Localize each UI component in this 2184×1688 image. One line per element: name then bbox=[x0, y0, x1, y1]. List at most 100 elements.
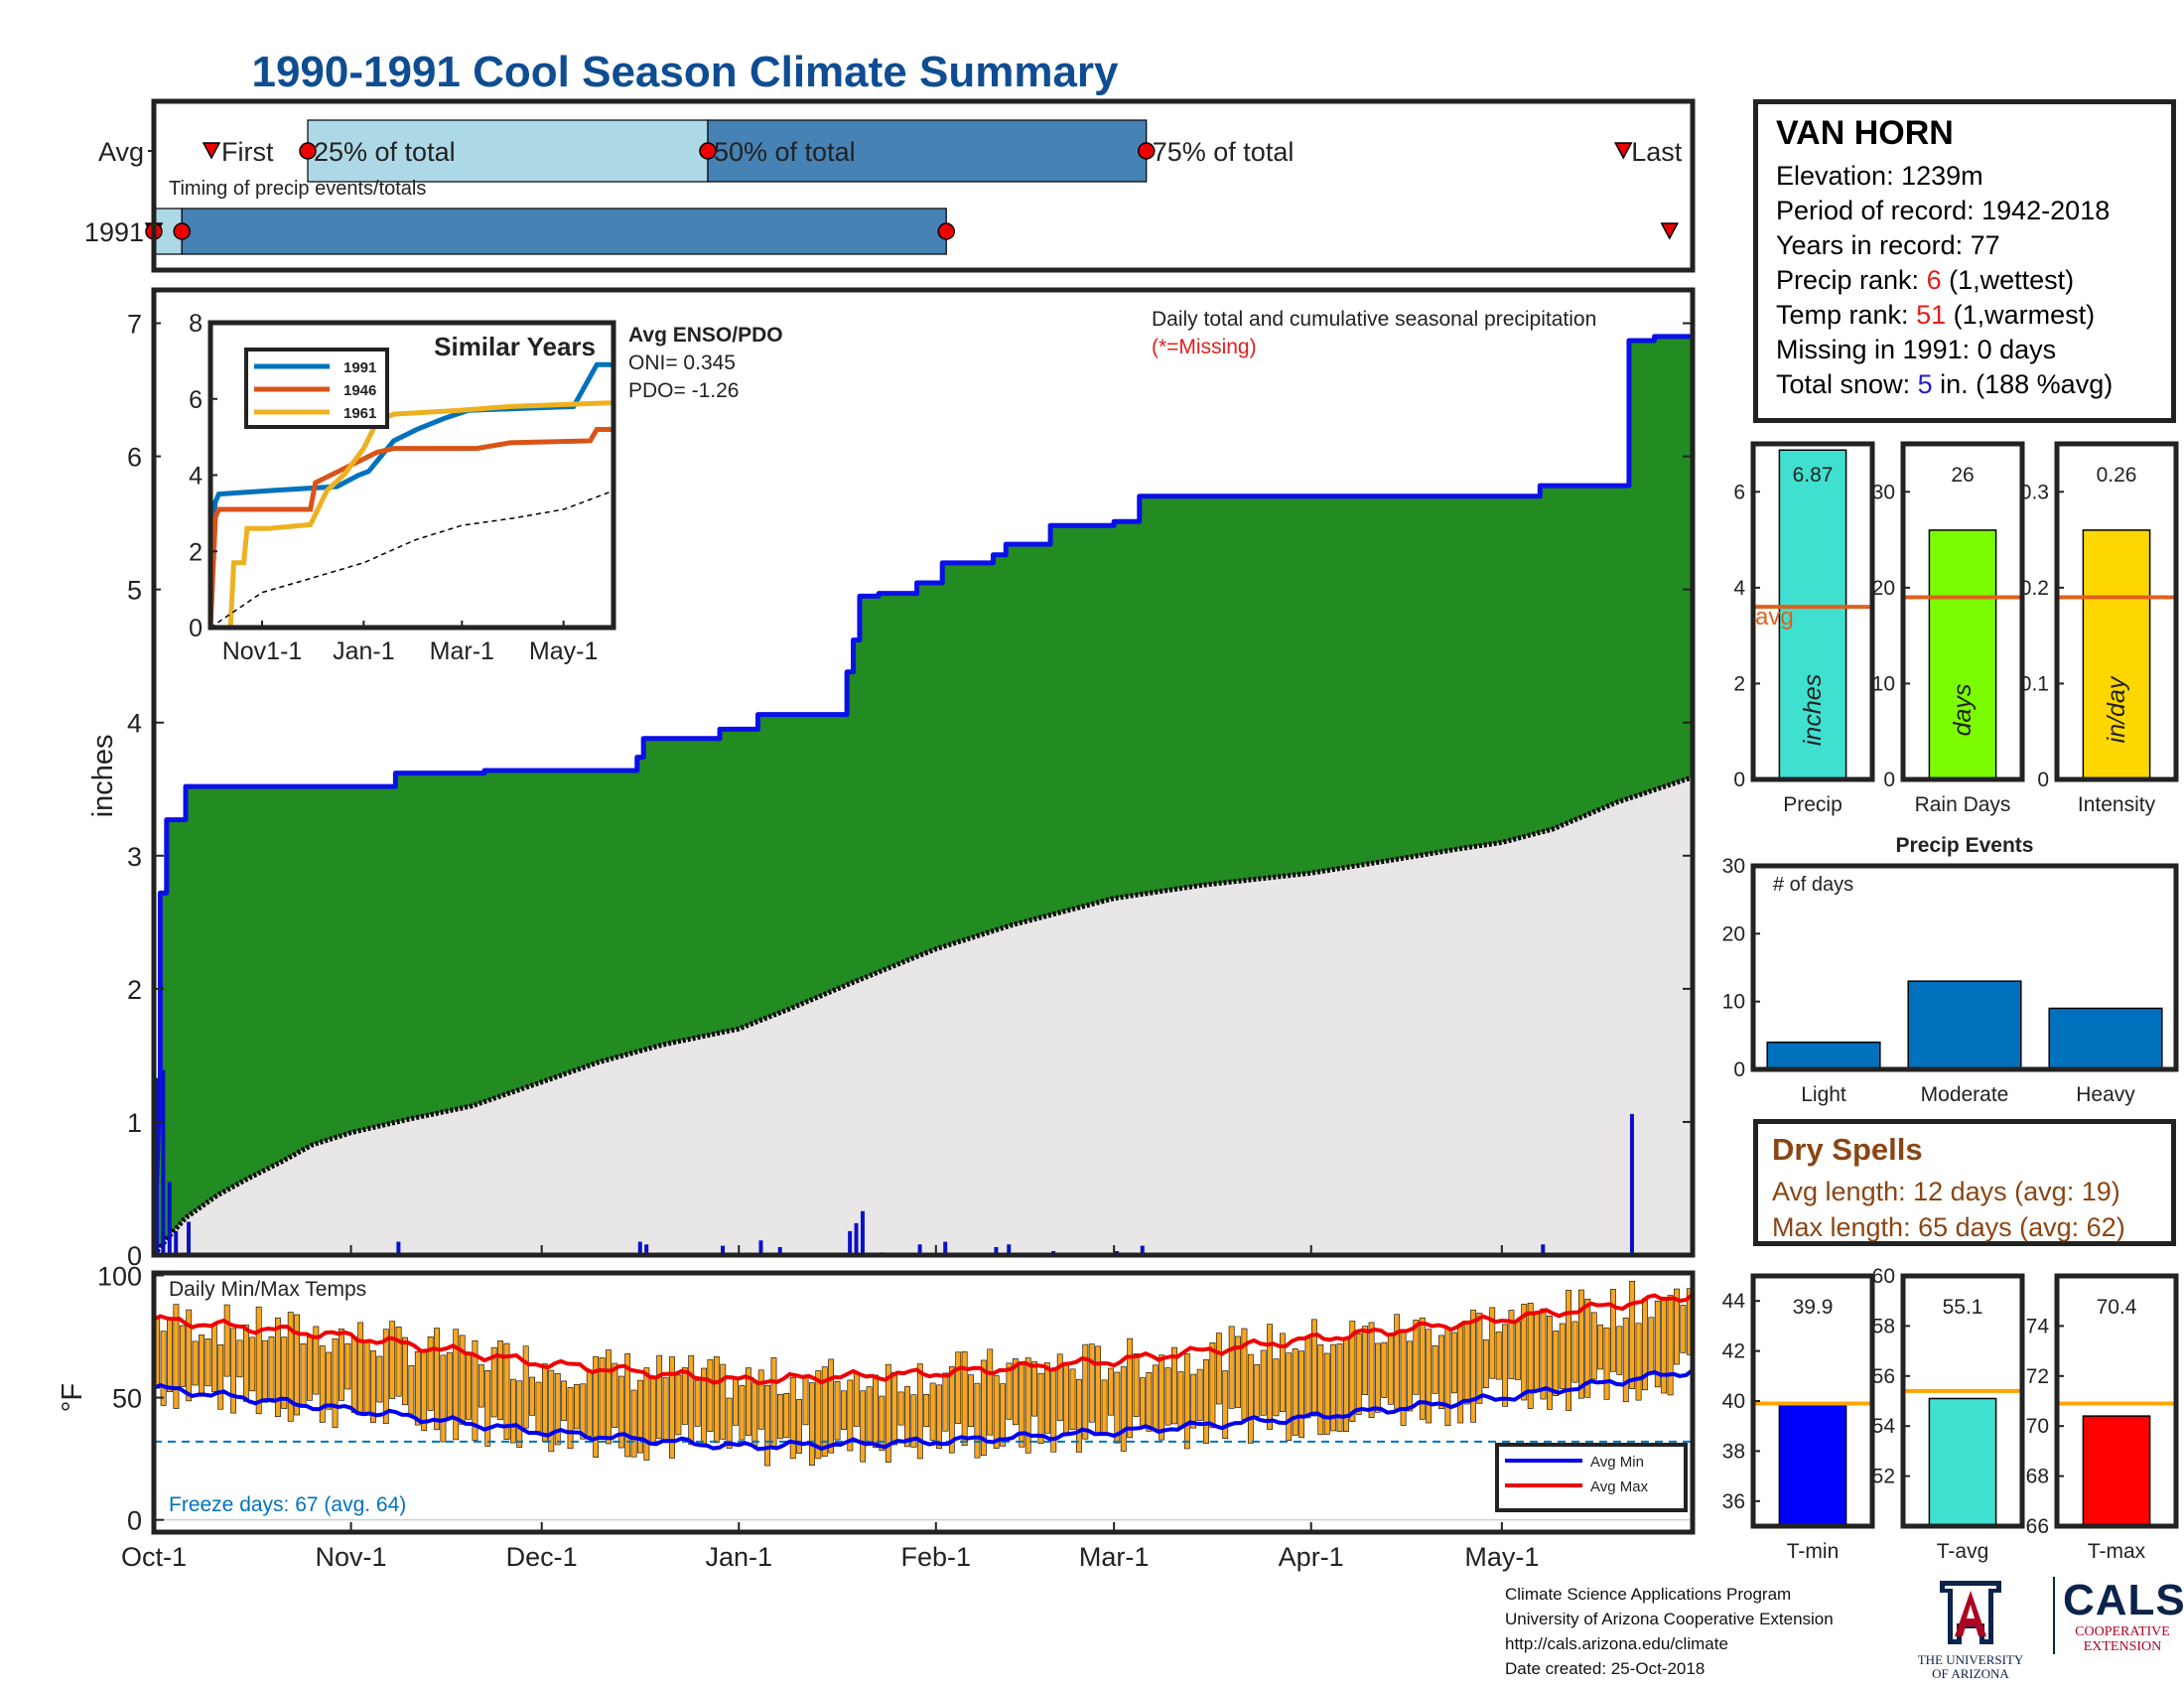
daily-temp-bar bbox=[1578, 1289, 1584, 1399]
temp-rank-note: (1,warmest) bbox=[1946, 300, 2096, 330]
daily-temp-bar bbox=[1407, 1340, 1413, 1412]
daily-temp-bar bbox=[1279, 1333, 1286, 1412]
daily-temp-bar bbox=[796, 1399, 803, 1454]
daily-precip-bar bbox=[1140, 1245, 1145, 1255]
daily-temp-bar bbox=[1502, 1324, 1508, 1407]
daily-precip-bar bbox=[848, 1230, 853, 1255]
daily-temp-bar bbox=[1254, 1363, 1261, 1417]
temp-summary-t-avg-frame bbox=[1900, 1273, 2025, 1529]
precip-summary-precip-unit-label: inches bbox=[1799, 674, 1827, 746]
daily-temp-bar bbox=[561, 1380, 568, 1421]
daily-temp-bar bbox=[580, 1383, 587, 1440]
daily-precip-bar bbox=[758, 1240, 763, 1255]
precip-summary-rain-days-ytick-label: 30 bbox=[1872, 481, 1895, 503]
timing-label-last: Last bbox=[1631, 137, 1683, 167]
daily-temp-bar bbox=[770, 1357, 777, 1448]
precip-summary-precip-ytick-label: 0 bbox=[1733, 769, 1745, 791]
precip-ytick-label: 3 bbox=[127, 842, 142, 872]
temp-summary-t-max-value-label: 70.4 bbox=[2097, 1296, 2137, 1319]
daily-temp-bar bbox=[382, 1329, 389, 1425]
daily-temp-bar bbox=[1610, 1289, 1616, 1372]
daily-temp-bar bbox=[440, 1354, 447, 1443]
daily-temp-bar bbox=[643, 1367, 650, 1461]
daily-temp-bar bbox=[860, 1390, 867, 1463]
temp-summary-t-avg-ytick-label: 54 bbox=[1872, 1415, 1896, 1438]
precip-rank-note: (1,wettest) bbox=[1941, 265, 2075, 295]
precip-rank-label: Precip rank: bbox=[1776, 265, 1927, 295]
daily-temp-bar bbox=[453, 1329, 460, 1441]
daily-temp-bar bbox=[529, 1376, 535, 1416]
daily-temp-bar bbox=[370, 1350, 376, 1423]
daily-temp-bar bbox=[466, 1353, 472, 1420]
daily-temp-bar bbox=[459, 1335, 466, 1425]
daily-temp-bar bbox=[1006, 1362, 1013, 1420]
daily-temp-bar bbox=[484, 1369, 491, 1447]
precip-ytick-label: 0 bbox=[127, 1241, 142, 1271]
dry-spells-box: Dry Spells Avg length: 12 days (avg: 19)… bbox=[1753, 1119, 2176, 1246]
daily-temp-bar bbox=[1514, 1321, 1521, 1380]
daily-temp-bar bbox=[669, 1356, 675, 1459]
daily-temp-bar bbox=[916, 1363, 923, 1460]
daily-temp-bar bbox=[1323, 1352, 1330, 1435]
daily-temp-bar bbox=[389, 1321, 396, 1399]
daily-temp-bar bbox=[1495, 1332, 1502, 1380]
daily-temp-bar bbox=[1450, 1332, 1457, 1394]
daily-temp-bar bbox=[363, 1340, 370, 1414]
daily-temp-bar bbox=[617, 1375, 624, 1449]
daily-temp-bar bbox=[1304, 1337, 1311, 1419]
daily-temp-bar bbox=[866, 1386, 873, 1445]
daily-temp-bar bbox=[402, 1336, 408, 1406]
daily-temp-bar bbox=[1267, 1324, 1273, 1430]
daily-temp-bar bbox=[1603, 1327, 1610, 1400]
daily-temp-bar bbox=[522, 1345, 529, 1429]
temp-legend-max-label: Avg Max bbox=[1590, 1478, 1649, 1495]
daily-temp-bar bbox=[815, 1370, 822, 1460]
temp-summary-t-avg-ytick-label: 52 bbox=[1872, 1466, 1895, 1488]
daily-temp-bar bbox=[1476, 1313, 1483, 1404]
temp-summary-t-max-bar bbox=[2082, 1415, 2151, 1527]
daily-temp-bar bbox=[923, 1394, 930, 1427]
daily-temp-bar bbox=[879, 1395, 886, 1452]
daily-temp-bar bbox=[802, 1377, 809, 1426]
daily-temp-bar bbox=[503, 1342, 510, 1440]
daily-temp-bar bbox=[897, 1391, 904, 1426]
daily-temp-bar bbox=[307, 1336, 313, 1401]
daily-temp-bar bbox=[186, 1309, 193, 1402]
daily-temp-bar bbox=[1463, 1321, 1470, 1405]
precip-events-category-heavy: Heavy bbox=[2076, 1083, 2135, 1106]
precip-events-ytick-label: 20 bbox=[1722, 922, 1745, 945]
daily-temp-bar bbox=[1286, 1352, 1293, 1442]
daily-temp-bar bbox=[1235, 1336, 1241, 1408]
date-axis-label: Mar-1 bbox=[1079, 1542, 1150, 1572]
station-missing: Missing in 1991: 0 days bbox=[1776, 335, 2057, 364]
inset-xtick-label: Jan-1 bbox=[333, 637, 395, 665]
daily-temp-bar bbox=[873, 1374, 879, 1449]
temp-summary-t-min-frame bbox=[1750, 1273, 1875, 1529]
daily-temp-bar bbox=[236, 1339, 243, 1378]
daily-temp-bar bbox=[751, 1382, 758, 1447]
daily-temp-bar bbox=[274, 1317, 281, 1417]
daily-temp-bar bbox=[936, 1384, 942, 1450]
daily-temp-bar bbox=[223, 1304, 230, 1377]
daily-temp-bar bbox=[662, 1376, 669, 1441]
station-temp-rank: Temp rank: 51 (1,warmest) bbox=[1776, 298, 2153, 333]
daily-temp-bar bbox=[1368, 1322, 1375, 1418]
precip-summary-intensity-ytick-label: 0.3 bbox=[2020, 481, 2049, 503]
inset-series-1946 bbox=[207, 426, 614, 629]
daily-temp-bar bbox=[472, 1339, 478, 1441]
inset-series-1961 bbox=[210, 400, 614, 631]
freeze-days-text: Freeze days: 67 (avg. 64) bbox=[169, 1493, 406, 1516]
precip-summary-precip-frame bbox=[1750, 441, 1875, 782]
daily-temp-bar bbox=[350, 1336, 357, 1413]
daily-temp-bar bbox=[294, 1314, 301, 1416]
daily-temp-bar bbox=[1101, 1379, 1108, 1436]
daily-temp-bar bbox=[713, 1356, 720, 1444]
daily-temp-bar bbox=[1031, 1361, 1037, 1417]
station-snow: Total snow: 5 in. (188 %avg) bbox=[1776, 367, 2153, 402]
daily-temp-bar bbox=[199, 1335, 205, 1394]
precip-summary-avg-label: avg bbox=[1755, 604, 1794, 631]
daily-temp-bar bbox=[376, 1355, 383, 1403]
precip-ytick-label: 5 bbox=[127, 576, 142, 606]
precip-events-bar-light bbox=[1766, 1041, 1881, 1070]
precip-rank-value: 6 bbox=[1926, 265, 1942, 295]
